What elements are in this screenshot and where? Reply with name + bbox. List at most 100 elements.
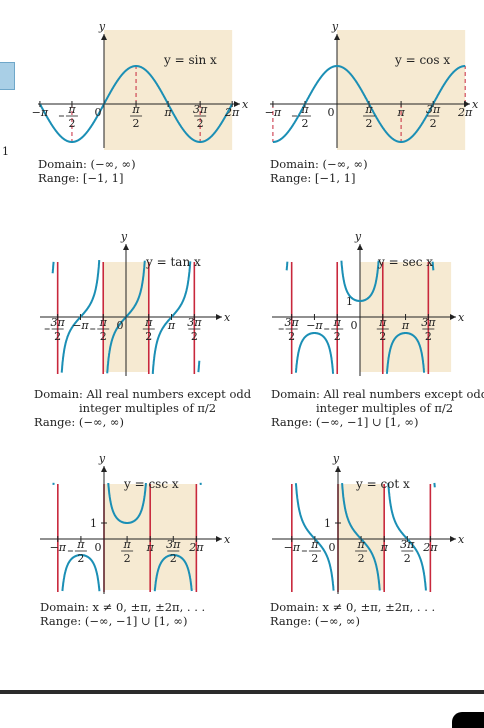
- tan-y-arrow: [123, 244, 129, 250]
- cot-x-tick-label-3-num: π: [356, 538, 365, 551]
- csc-curve: [52, 482, 202, 592]
- tan-domain-line2: integer multiples of π/2: [79, 401, 217, 415]
- tan-title: y = tan x: [145, 255, 201, 269]
- sec-x-tick-label-2-den: 2: [334, 330, 341, 343]
- sin-curve: [39, 65, 234, 143]
- sin-x-arrow: [234, 101, 240, 107]
- sin-x-tick-label-3-den: 2: [133, 117, 140, 130]
- tan-x-axis-label: x: [224, 311, 231, 324]
- sec-domain: Domain: All real numbers except odd: [271, 387, 484, 401]
- sec-x-axis-label: x: [458, 311, 465, 324]
- bottom-divider: [0, 690, 484, 694]
- tan-x-tick-label-1: −π: [72, 319, 89, 332]
- tan-x-tick-label-0-num: 3π: [51, 316, 66, 329]
- tan-x-tick-label-0-den: 2: [54, 330, 61, 343]
- cot-x-tick-label-0: −π: [284, 541, 301, 554]
- csc-x-arrow: [216, 536, 222, 542]
- sin-y-arrow: [101, 34, 107, 40]
- sec-y-arrow: [357, 244, 363, 250]
- sin-y-axis-label: y: [98, 20, 106, 33]
- cot-x-tick-label-5-den: 2: [404, 552, 411, 565]
- csc-x-tick-label-6: 2π: [188, 541, 204, 554]
- sec-y-axis-label: y: [354, 230, 362, 243]
- tan-x-tick-label-2-num: π: [99, 316, 108, 329]
- side-tab[interactable]: [0, 62, 15, 90]
- sec-domain-line2: integer multiples of π/2: [316, 401, 454, 415]
- csc-x-tick-label-5-den: 2: [170, 552, 177, 565]
- cos-x-tick-label-0: −π: [265, 106, 282, 119]
- sin-x-tick-label-1-num: π: [67, 103, 76, 116]
- cos-x-tick-label-1-den: 2: [301, 117, 308, 130]
- tan-x-tick-label-4-num: π: [144, 316, 153, 329]
- csc-x-tick-label-4: π: [146, 541, 155, 554]
- sec-range: Range: (−∞, −1] ∪ [1, ∞): [271, 415, 419, 429]
- tan-x-tick-label-2-den: 2: [100, 330, 107, 343]
- sec-y-tick-label: 1: [346, 295, 353, 308]
- cos-y-arrow: [334, 34, 340, 40]
- sin-range: Range: [−1, 1]: [38, 171, 124, 185]
- sec-x-tick-label-5: π: [401, 319, 410, 332]
- tan-x-tick-label-3: 0: [117, 319, 124, 332]
- tan-x-tick-label-5: π: [167, 319, 176, 332]
- csc-title: y = csc x: [123, 477, 179, 491]
- sec-x-tick-label-6-den: 2: [425, 330, 432, 343]
- cos-x-tick-label-4: π: [396, 106, 405, 119]
- tan-x-tick-label-6-den: 2: [191, 330, 198, 343]
- cot-x-tick-label-1-num: π: [310, 538, 319, 551]
- cot-y-arrow: [335, 466, 341, 472]
- csc-domain: Domain: x ≠ 0, ±π, ±2π, . . .: [40, 600, 206, 614]
- sin-domain: Domain: (−∞, ∞): [38, 157, 136, 171]
- side-number: 1: [2, 145, 9, 158]
- cos-x-tick-label-6: 2π: [457, 106, 473, 119]
- sec-x-tick-label-1: −π: [306, 319, 323, 332]
- sin-x-tick-label-5-num: 3π: [193, 103, 208, 116]
- cos-x-tick-label-5-den: 2: [430, 117, 437, 130]
- cot-x-tick-label-5-num: 3π: [400, 538, 415, 551]
- sec-x-tick-label-4-den: 2: [379, 330, 386, 343]
- tan-domain-range: Domain: All real numbers except odd inte…: [34, 387, 251, 429]
- cos-y-axis-label: y: [331, 20, 339, 33]
- cot-x-tick-label-1-den: 2: [311, 552, 318, 565]
- sec-x-tick-label-2-num: π: [333, 316, 342, 329]
- cot-x-axis-label: x: [458, 533, 465, 546]
- csc-y-tick-label: 1: [90, 517, 97, 530]
- cot-y-axis-label: y: [332, 452, 340, 465]
- cos-domain-range: Domain: (−∞, ∞) Range: [−1, 1]: [270, 157, 368, 185]
- sin-x-axis-label: x: [242, 98, 249, 111]
- tan-y-axis-label: y: [120, 230, 128, 243]
- tan-x-tick-label-4-den: 2: [145, 330, 152, 343]
- csc-y-arrow: [101, 466, 107, 472]
- corner-shape: [452, 712, 484, 728]
- sin-x-tick-label-4: π: [163, 106, 172, 119]
- sec-x-arrow: [450, 314, 456, 320]
- sin-title: y = sin x: [163, 53, 217, 67]
- csc-x-tick-label-5-num: 3π: [166, 538, 181, 551]
- csc-x-tick-label-3-num: π: [122, 538, 131, 551]
- sec-x-tick-label-4-num: π: [378, 316, 387, 329]
- sin-x-tick-label-3-num: π: [131, 103, 140, 116]
- sin-domain-range: Domain: (−∞, ∞) Range: [−1, 1]: [38, 157, 136, 185]
- cos-x-tick-label-1-num: π: [300, 103, 309, 116]
- sec-title: y = sec x: [377, 255, 433, 269]
- cos-x-tick-label-3-den: 2: [366, 117, 373, 130]
- cos-x-tick-label-2: 0: [328, 106, 335, 119]
- cos-range: Range: [−1, 1]: [270, 171, 356, 185]
- cos-period-shade: [337, 30, 466, 150]
- sin-period-shade: [104, 30, 233, 150]
- sec-x-tick-label-0-den: 2: [288, 330, 295, 343]
- sin-x-tick-label-6: 2π: [224, 106, 240, 119]
- sec-curve: [285, 260, 435, 374]
- cot-domain-range: Domain: x ≠ 0, ±π, ±2π, . . . Range: (−∞…: [270, 600, 435, 628]
- csc-y-axis-label: y: [98, 452, 106, 465]
- sec-domain-range: Domain: All real numbers except odd inte…: [271, 387, 484, 429]
- cos-x-tick-label-3-num: π: [364, 103, 373, 116]
- sin-x-tick-label-0: −π: [32, 106, 49, 119]
- cot-title: y = cot x: [355, 477, 410, 491]
- csc-x-tick-label-1-den: 2: [77, 552, 84, 565]
- sin-x-tick-label-2: 0: [95, 106, 102, 119]
